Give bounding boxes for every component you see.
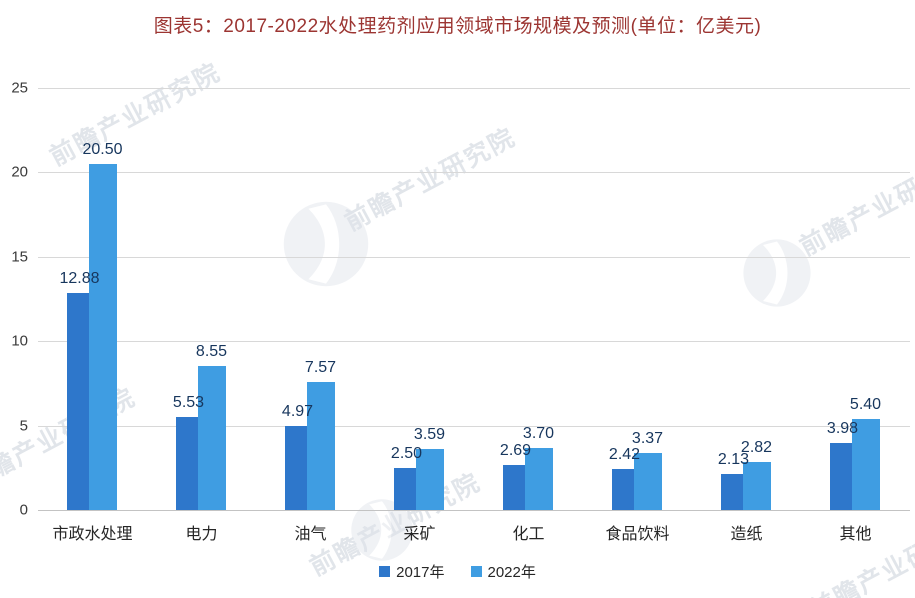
- x-category-label-其他: 其他: [839, 526, 872, 543]
- data-label-2022年-市政水处理: 20.50: [82, 140, 123, 158]
- legend-item-2022年: 2022年: [470, 561, 536, 582]
- chart-title: 图表5：2017-2022水处理药剂应用领域市场规模及预测(单位：亿美元): [153, 16, 762, 37]
- data-label-2017年-市政水处理: 12.88: [59, 269, 100, 287]
- data-label-2022年-化工: 3.70: [522, 424, 555, 442]
- bar-2022年-电力: [197, 365, 226, 510]
- data-label-2022年-食品饮料: 3.37: [631, 430, 664, 448]
- bar-2017年-造纸: [720, 474, 747, 510]
- data-label-2022年-采矿: 3.59: [413, 426, 446, 444]
- bar-2017年-油气: [284, 426, 311, 510]
- y-tick-label-5: 5: [19, 417, 28, 435]
- bar-2022年-造纸: [742, 462, 771, 510]
- legend: 2017年 2022年: [0, 561, 915, 582]
- gridline-y-15: [38, 256, 910, 258]
- bar-2022年-食品饮料: [633, 453, 662, 510]
- legend-label: 2017年: [396, 564, 445, 581]
- data-label-2017年-油气: 4.97: [281, 403, 314, 421]
- bar-2017年-市政水处理: [66, 292, 93, 510]
- y-tick-label-20: 20: [11, 163, 28, 181]
- x-axis-labels: 市政水处理 电力 油气 采矿 化工 食品饮料 造纸 其他: [38, 520, 910, 544]
- data-label-2022年-造纸: 2.82: [740, 439, 773, 457]
- bar-2017年-采矿: [393, 467, 420, 510]
- x-category-label-市政水处理: 市政水处理: [52, 526, 133, 543]
- bar-2022年-市政水处理: [88, 163, 117, 510]
- plot-area: 12.88 20.50 5.53 8.55 4.97 7.57 2.50 3.59 2.69 3.…: [38, 88, 910, 511]
- bar-2022年-其他: [851, 418, 880, 510]
- legend-label: 2022年: [487, 564, 536, 581]
- data-label-2017年-造纸: 2.13: [717, 451, 750, 469]
- x-category-label-化工: 化工: [512, 526, 545, 543]
- gridline-y-0: [38, 510, 910, 511]
- data-label-2022年-其他: 5.40: [849, 395, 882, 413]
- bar-2017年-化工: [502, 464, 529, 510]
- data-label-2017年-化工: 2.69: [499, 441, 532, 459]
- x-category-label-造纸: 造纸: [730, 526, 763, 543]
- bar-2022年-化工: [524, 447, 553, 510]
- y-tick-label-25: 25: [11, 79, 28, 97]
- y-axis-labels: 0 5 10 15 20 25: [0, 80, 32, 519]
- bar-2017年-食品饮料: [611, 469, 638, 510]
- data-label-2017年-电力: 5.53: [172, 393, 205, 411]
- x-category-label-油气: 油气: [294, 526, 327, 543]
- gridline-y-10: [38, 341, 910, 343]
- data-label-2017年-食品饮料: 2.42: [608, 446, 641, 464]
- y-tick-label-10: 10: [11, 332, 28, 350]
- legend-swatch-icon: [379, 566, 391, 577]
- bar-2017年-其他: [829, 442, 856, 510]
- gridline-y-5: [38, 425, 910, 427]
- data-label-2022年-油气: 7.57: [304, 359, 337, 377]
- gridline-y-25: [38, 88, 910, 89]
- y-tick-label-15: 15: [11, 248, 28, 266]
- bar-2022年-油气: [306, 382, 335, 510]
- bar-2022年-采矿: [415, 449, 444, 510]
- bar-2017年-电力: [175, 416, 202, 510]
- legend-item-2017年: 2017年: [379, 561, 445, 582]
- x-category-label-采矿: 采矿: [403, 526, 436, 543]
- gridline-y-20: [38, 172, 910, 174]
- data-label-2017年-采矿: 2.50: [390, 444, 423, 462]
- legend-swatch-icon: [470, 566, 482, 577]
- data-label-2022年-电力: 8.55: [195, 342, 228, 360]
- data-label-2017年-其他: 3.98: [826, 419, 859, 437]
- y-tick-label-0: 0: [19, 501, 28, 519]
- x-category-label-食品饮料: 食品饮料: [605, 526, 670, 543]
- x-category-label-电力: 电力: [185, 526, 218, 543]
